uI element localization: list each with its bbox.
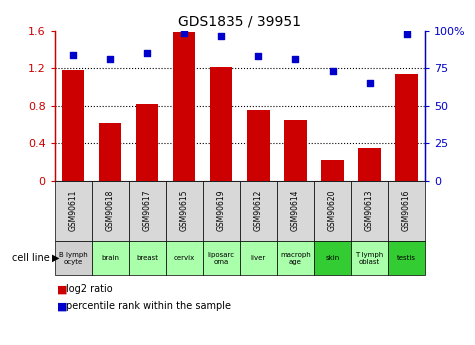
Text: GSM90617: GSM90617 (143, 190, 152, 231)
Text: testis: testis (397, 255, 416, 261)
Point (69, 52, 77, 58)
Point (366, 81, 373, 86)
Text: GSM90611: GSM90611 (69, 190, 77, 231)
Title: GDS1835 / 39951: GDS1835 / 39951 (179, 14, 301, 29)
Point (143, 51, 151, 56)
Text: macroph
age: macroph age (280, 252, 311, 265)
Point (292, 57, 299, 62)
Text: cell line: cell line (12, 253, 50, 263)
Point (218, 33, 225, 38)
Point (255, 54, 262, 59)
Bar (322, 160, 343, 180)
Bar (285, 120, 306, 180)
Bar (396, 74, 418, 180)
Text: cervix: cervix (174, 255, 195, 261)
Text: T lymph
oblast: T lymph oblast (355, 252, 384, 265)
Bar (62, 70, 84, 180)
Bar (210, 67, 232, 180)
Point (180, 30, 188, 35)
Text: log2 ratio: log2 ratio (66, 284, 113, 294)
Text: ▶: ▶ (52, 253, 60, 263)
Text: GSM90615: GSM90615 (180, 190, 189, 231)
Point (403, 31, 410, 37)
Text: liver: liver (251, 255, 266, 261)
Point (329, 69, 336, 74)
Bar (173, 32, 195, 180)
Text: GSM90614: GSM90614 (291, 190, 300, 231)
Text: liposarc
oma: liposarc oma (208, 252, 235, 265)
Bar (99, 122, 121, 180)
Text: percentile rank within the sample: percentile rank within the sample (66, 302, 231, 312)
Text: GSM90620: GSM90620 (328, 190, 337, 231)
Point (106, 57, 114, 62)
Text: breast: breast (136, 255, 158, 261)
Text: skin: skin (325, 255, 340, 261)
Text: ■: ■ (57, 284, 67, 294)
Text: ■: ■ (57, 302, 67, 312)
Text: GSM90618: GSM90618 (106, 190, 114, 231)
Bar (359, 148, 380, 180)
Text: brain: brain (101, 255, 119, 261)
Text: GSM90619: GSM90619 (217, 190, 226, 231)
Text: B lymph
ocyte: B lymph ocyte (59, 252, 87, 265)
Bar (136, 104, 158, 180)
Text: GSM90616: GSM90616 (402, 190, 411, 231)
Text: GSM90613: GSM90613 (365, 190, 374, 231)
Text: GSM90612: GSM90612 (254, 190, 263, 231)
Bar (247, 110, 269, 180)
